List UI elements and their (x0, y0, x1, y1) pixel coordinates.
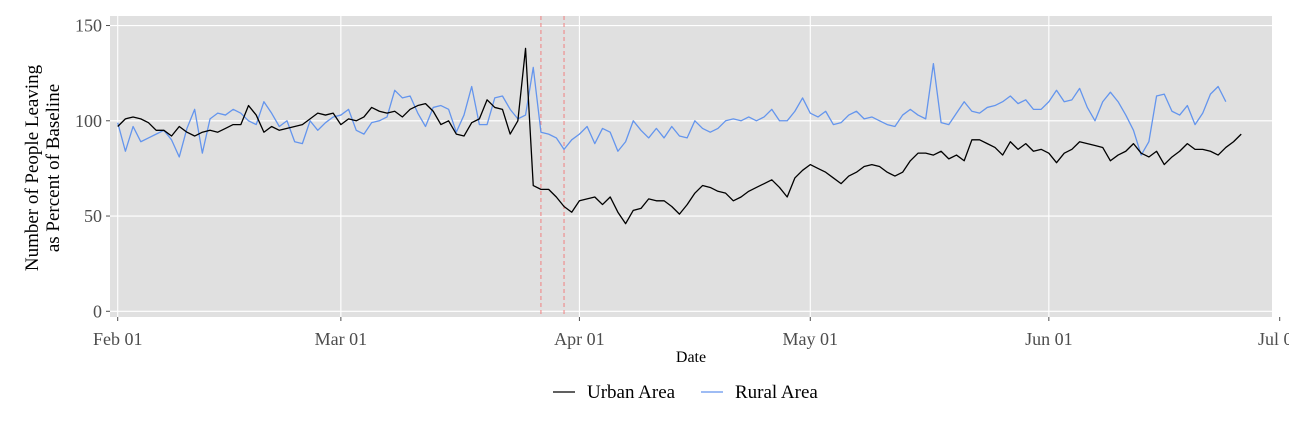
x-tick-label: Feb 01 (93, 329, 143, 349)
plot-panel (110, 16, 1272, 317)
legend: Urban Area Rural Area (553, 382, 818, 403)
legend-urban-label: Urban Area (587, 382, 676, 403)
x-axis: Feb 01 Mar 01 Apr 01 May 01 Jun 01 Jul 01 (93, 317, 1289, 349)
y-tick-label: 150 (75, 16, 102, 36)
x-axis-title: Date (676, 349, 706, 366)
y-axis: 0 50 100 150 (75, 16, 110, 321)
y-tick-label: 100 (75, 111, 102, 131)
legend-rural-label: Rural Area (735, 382, 818, 403)
x-tick-label: Apr 01 (554, 329, 605, 349)
grid-lines (110, 16, 1272, 317)
x-tick-label: Jul 01 (1258, 329, 1289, 349)
series-lines (117, 47, 1242, 225)
series-line-rural-area (117, 62, 1227, 158)
series-line-urban-area (117, 47, 1242, 225)
x-tick-label: May 01 (783, 329, 839, 349)
y-tick-label: 50 (84, 206, 102, 226)
y-tick-label: 0 (93, 301, 102, 321)
y-axis-title-line-1: Number of People Leaving (22, 64, 43, 271)
reference-lines (540, 16, 565, 317)
x-tick-label: Jun 01 (1025, 329, 1073, 349)
x-tick-label: Mar 01 (315, 329, 368, 349)
y-axis-title-line-2: as Percent of Baseline (43, 84, 64, 252)
